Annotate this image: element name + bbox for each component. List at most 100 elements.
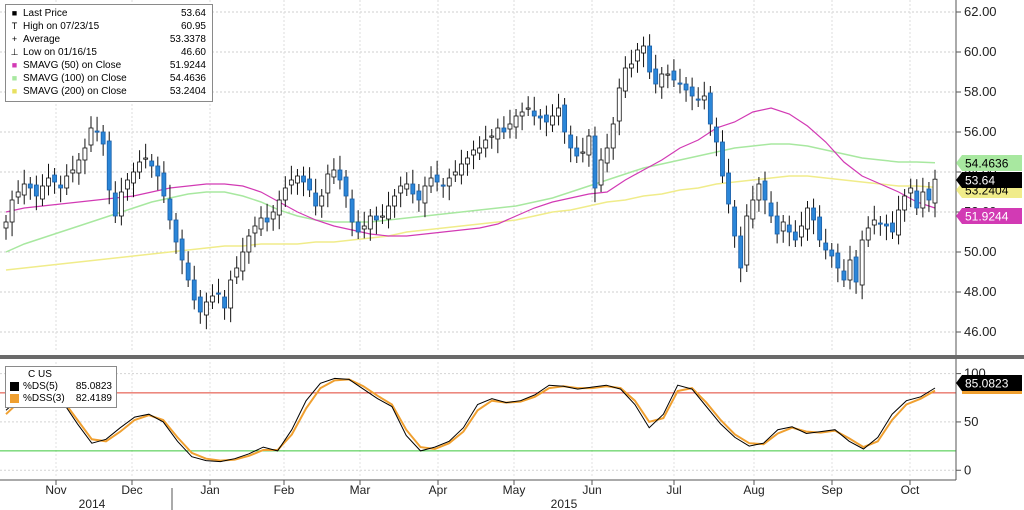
x-year-label: 2015	[551, 497, 578, 510]
candle-body	[361, 225, 367, 230]
legend-label: Low on 01/16/15	[23, 47, 97, 58]
candle	[58, 175, 64, 203]
candle	[507, 109, 513, 139]
candle-body	[216, 292, 221, 295]
candle-body	[653, 68, 659, 85]
candle-body	[647, 45, 653, 73]
candle-body	[495, 127, 501, 140]
candle	[519, 102, 525, 131]
candle	[125, 173, 130, 201]
candle	[167, 184, 173, 230]
tag-shape	[956, 172, 1022, 188]
candle-body	[477, 147, 483, 154]
sma100-swatch-icon: ■	[11, 73, 18, 83]
candle	[877, 216, 883, 236]
candle-body	[64, 175, 70, 189]
candle	[222, 290, 227, 320]
y-tick-label: 60.00	[964, 44, 997, 59]
legend-value: 46.60	[180, 47, 206, 58]
candle	[786, 215, 792, 247]
candle-body	[890, 222, 895, 233]
candle-body	[871, 219, 877, 226]
candle	[823, 228, 829, 260]
candle	[829, 243, 835, 268]
legend-row-low: ⊥ Low on 01/16/15 46.60	[10, 47, 208, 59]
candle-body	[185, 262, 191, 281]
candle-body	[27, 183, 33, 189]
candle-body	[161, 172, 167, 197]
candle	[288, 165, 294, 195]
x-month-label: Nov	[45, 483, 66, 497]
candle	[118, 177, 124, 226]
candle-body	[629, 63, 634, 69]
candle-body	[452, 171, 458, 176]
candle	[240, 237, 246, 281]
candle-body	[805, 207, 810, 230]
legend-value: 53.3378	[169, 34, 206, 45]
candle-body	[847, 259, 853, 281]
dss-line	[5, 378, 936, 462]
candle	[871, 205, 877, 235]
candle-body	[167, 198, 173, 221]
candle	[550, 104, 555, 132]
candle	[750, 185, 756, 229]
candle-body	[531, 110, 537, 117]
candle	[216, 278, 221, 304]
candle	[543, 105, 549, 137]
candle-body	[550, 115, 555, 126]
candle	[811, 198, 816, 235]
candle	[762, 171, 768, 215]
candle-body	[319, 195, 325, 207]
candle	[665, 64, 671, 89]
candle-body	[671, 70, 677, 81]
candle-body	[841, 270, 847, 281]
candle-body	[410, 183, 416, 195]
candle-body	[665, 73, 671, 76]
candle	[428, 166, 434, 193]
candle	[307, 167, 312, 197]
candle-body	[40, 185, 45, 200]
candle-body	[131, 171, 136, 184]
candle-body	[337, 169, 343, 181]
legend-label: %DSS(3)	[23, 393, 65, 404]
x-month-label: Mar	[350, 483, 371, 497]
candle	[258, 206, 264, 236]
candle	[386, 191, 391, 229]
candle-body	[191, 279, 197, 301]
candle-body	[355, 221, 361, 233]
x-month-label: Dec	[121, 483, 142, 497]
y-tick-label: 0	[964, 462, 971, 477]
candle	[671, 59, 677, 87]
average-marker-icon: +	[11, 34, 18, 44]
candle-body	[853, 256, 859, 283]
candle-body	[689, 86, 695, 97]
last-value-tag: 53.64	[956, 172, 1022, 188]
high-marker-icon: T	[11, 21, 18, 31]
candle-body	[349, 198, 355, 223]
y-tick-label: 56.00	[964, 124, 997, 139]
candle-body	[707, 92, 713, 125]
candle	[173, 213, 179, 254]
legend-label: Last Price	[23, 8, 68, 19]
candle	[76, 153, 82, 185]
candle-body	[416, 190, 422, 201]
candle	[586, 129, 592, 167]
candle	[452, 160, 458, 182]
tag-shape	[956, 155, 1022, 171]
stochastic-lines	[5, 377, 936, 463]
candle	[768, 191, 774, 223]
candle	[404, 172, 410, 196]
candle-body	[926, 188, 932, 201]
candle-body	[125, 179, 130, 190]
candle-body	[252, 225, 258, 234]
legend-value: 60.95	[180, 21, 206, 32]
candle	[799, 211, 804, 247]
candle-body	[404, 183, 410, 190]
candle	[149, 154, 155, 178]
legend-label: SMAVG (50) on Close	[23, 60, 122, 71]
candle-body	[15, 191, 21, 198]
candle	[3, 215, 9, 240]
x-month-label: Jun	[582, 483, 601, 497]
upper-y-axis: 62.0060.0058.0056.0054.0052.0050.0048.00…	[956, 4, 997, 339]
